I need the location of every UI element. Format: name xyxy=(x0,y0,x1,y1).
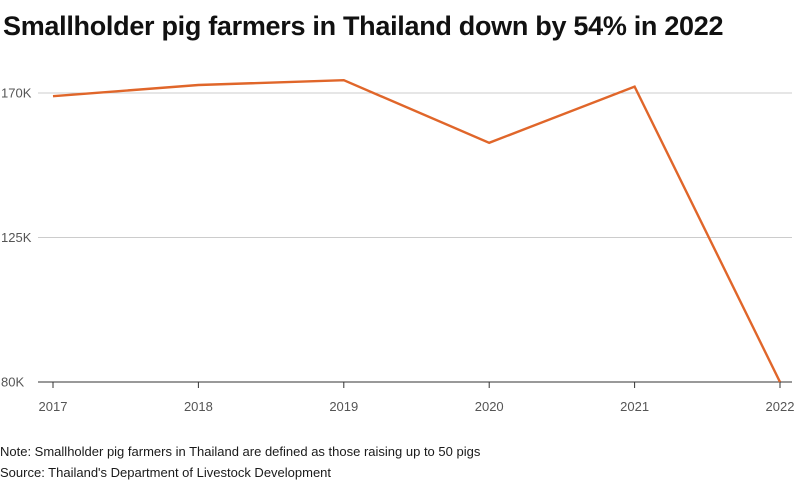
y-tick-label-80K: 80K xyxy=(1,375,24,390)
x-tick-label-2020: 2020 xyxy=(475,399,504,414)
y-axis-tick-labels: 80K 125K 170K xyxy=(1,86,32,390)
chart-note: Note: Smallholder pig farmers in Thailan… xyxy=(0,444,481,459)
x-axis-tick-labels: 2017 2018 2019 2020 2021 2022 xyxy=(39,399,795,414)
y-tick-label-170K: 170K xyxy=(1,86,32,101)
x-tick-label-2019: 2019 xyxy=(329,399,358,414)
x-axis xyxy=(38,381,792,388)
series-line-0 xyxy=(52,78,782,383)
gridlines xyxy=(38,92,792,238)
series-layer xyxy=(52,78,782,383)
x-tick-label-2017: 2017 xyxy=(39,399,68,414)
chart-title: Smallholder pig farmers in Thailand down… xyxy=(3,11,724,41)
x-tick-label-2022: 2022 xyxy=(766,399,795,414)
chart-source: Source: Thailand's Department of Livesto… xyxy=(0,465,332,480)
y-tick-label-125K: 125K xyxy=(1,230,32,245)
x-tick-label-2021: 2021 xyxy=(620,399,649,414)
x-tick-label-2018: 2018 xyxy=(184,399,213,414)
